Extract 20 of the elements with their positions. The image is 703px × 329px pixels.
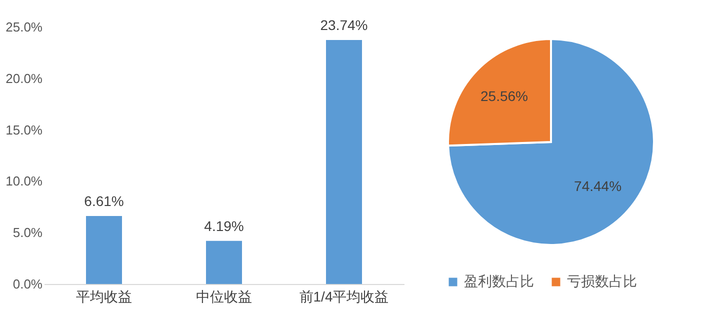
pie-slice	[447, 38, 655, 246]
y-tick-label: 0.0%	[12, 276, 43, 292]
x-tick-label: 前1/4平均收益	[299, 288, 389, 304]
x-tick-label: 中位收益	[196, 288, 252, 304]
y-tick-label: 20.0%	[6, 70, 43, 86]
legend-label: 亏损数占比	[567, 273, 637, 289]
x-tick-label: 平均收益	[76, 288, 132, 304]
bar	[86, 216, 122, 284]
y-tick-label: 25.0%	[6, 20, 43, 34]
data-label: 6.61%	[84, 193, 124, 210]
y-tick-label: 15.0%	[6, 122, 43, 138]
bar	[206, 240, 242, 284]
data-label: 23.74%	[320, 16, 368, 33]
data-label: 4.19%	[204, 218, 244, 234]
data-label: 74.44%	[574, 178, 622, 194]
y-tick-label: 10.0%	[6, 174, 43, 189]
bar	[326, 40, 362, 284]
legend-label: 盈利数占比	[464, 273, 534, 289]
y-tick-label: 5.0%	[12, 225, 43, 240]
data-label: 25.56%	[480, 88, 528, 104]
